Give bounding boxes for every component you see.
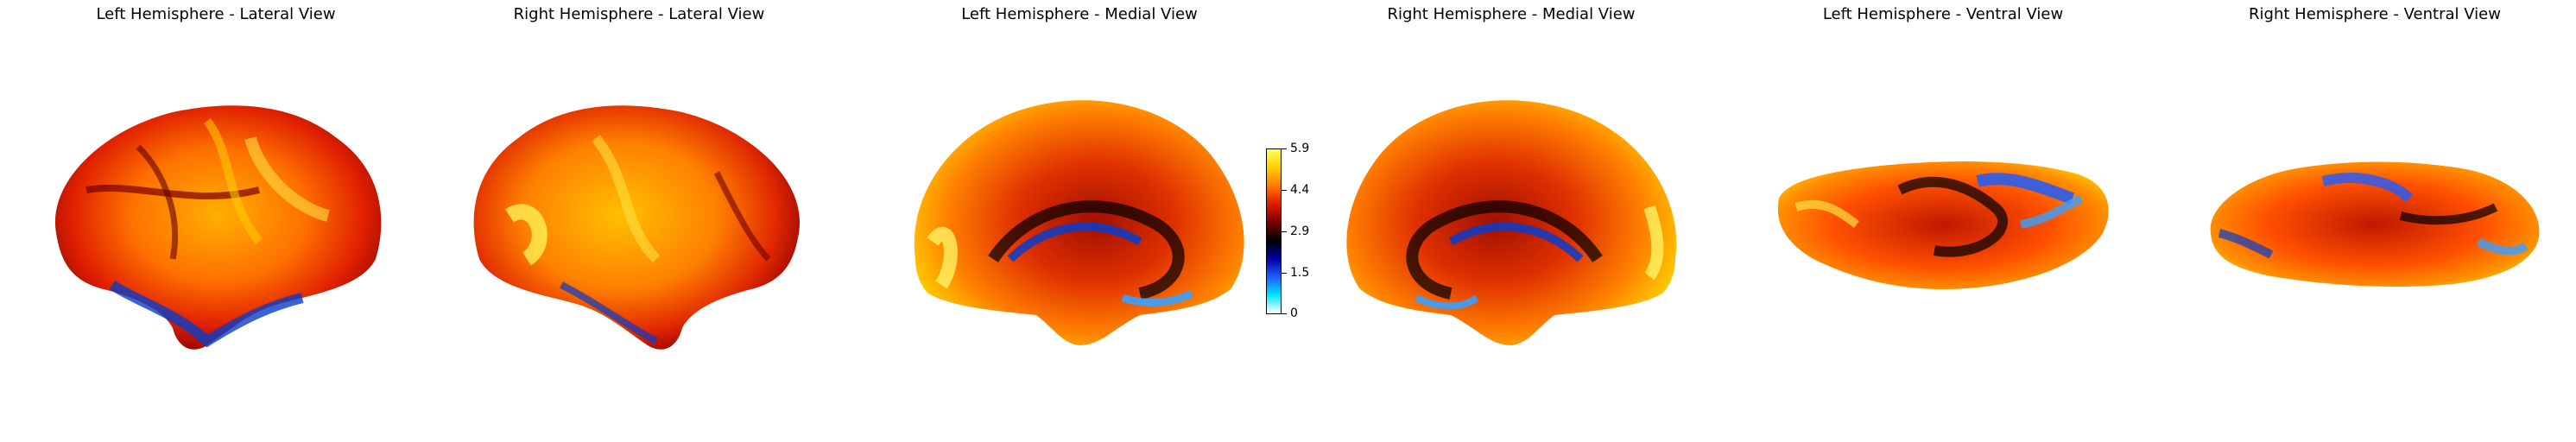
colorbar-tick-label: 4.4: [1290, 183, 1310, 197]
brain-right-lateral-image: [473, 105, 801, 350]
panel-left-lateral: Left Hemisphere - Lateral View: [35, 0, 397, 442]
colorbar-tick: [1282, 148, 1287, 149]
panel-title: Left Hemisphere - Medial View: [961, 5, 1198, 23]
panel-title: Left Hemisphere - Ventral View: [1822, 5, 2064, 23]
colorbar-gradient: [1266, 148, 1282, 314]
colorbar-tick-label: 2.9: [1290, 224, 1310, 238]
panel-title: Right Hemisphere - Ventral View: [2249, 5, 2501, 23]
panel-right-ventral: Right Hemisphere - Ventral View: [2193, 0, 2556, 442]
colorbar-tick: [1282, 231, 1287, 232]
panel-right-lateral: Right Hemisphere - Lateral View: [458, 0, 820, 442]
panel-left-ventral: Left Hemisphere - Ventral View: [1762, 0, 2124, 442]
colorbar: 5.9 4.4 2.9 1.5 0: [1266, 142, 1309, 320]
brain-left-ventral-image: [1777, 161, 2109, 289]
panel-right-medial: Right Hemisphere - Medial View: [1330, 0, 1693, 442]
brain-right-ventral-image: [2210, 161, 2540, 287]
brain-left-medial-image: [914, 100, 1244, 345]
panel-title: Left Hemisphere - Lateral View: [96, 5, 336, 23]
panel-title: Right Hemisphere - Medial View: [1387, 5, 1636, 23]
colorbar-tick: [1282, 313, 1287, 314]
brain-left-lateral-image: [54, 105, 382, 350]
colorbar-tick-label: 0: [1290, 306, 1298, 320]
colorbar-tick-label: 5.9: [1290, 142, 1310, 155]
colorbar-tick: [1282, 190, 1287, 191]
panel-title: Right Hemisphere - Lateral View: [513, 5, 765, 23]
colorbar-tick-label: 1.5: [1290, 266, 1310, 280]
colorbar-tick: [1282, 273, 1287, 274]
brain-right-medial-image: [1346, 100, 1677, 345]
panel-left-medial: Left Hemisphere - Medial View: [898, 0, 1261, 442]
